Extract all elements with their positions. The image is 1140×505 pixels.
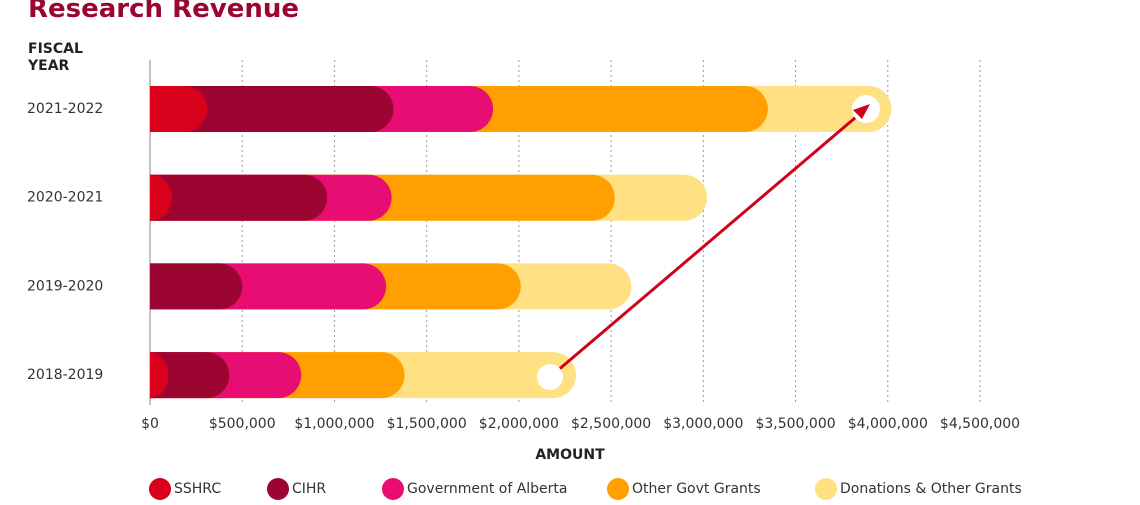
x-tick-label: $2,500,000 bbox=[571, 416, 651, 432]
legend-swatch bbox=[382, 478, 404, 500]
x-axis-title: AMOUNT bbox=[535, 447, 605, 463]
legend-swatch bbox=[149, 478, 171, 500]
labels: $0 $500,000 $1,000,000 $1,500,000 $2,000,000… bbox=[27, 101, 1022, 500]
legend-swatch bbox=[267, 478, 289, 500]
legend-label: CIHR bbox=[292, 481, 326, 497]
y-tick-label: 2020-2021 bbox=[27, 190, 103, 206]
y-tick-label: 2021-2022 bbox=[27, 101, 103, 117]
legend-label: Donations & Other Grants bbox=[840, 481, 1022, 497]
bar-segment bbox=[150, 352, 230, 399]
chart-title: Research Revenue bbox=[28, 0, 299, 24]
legend-swatch bbox=[815, 478, 837, 500]
arrow-start bbox=[537, 364, 563, 390]
legend-label: Government of Alberta bbox=[407, 481, 568, 497]
bar-segment bbox=[150, 174, 173, 221]
x-tick-label: $1,500,000 bbox=[387, 416, 467, 432]
x-tick-label: $4,000,000 bbox=[848, 416, 928, 432]
x-tick-label: $0 bbox=[141, 416, 159, 432]
bars bbox=[150, 86, 892, 399]
x-tick-label: $4,500,000 bbox=[940, 416, 1020, 432]
y-tick-label: 2018-2019 bbox=[27, 367, 103, 383]
bar-segment bbox=[150, 86, 394, 132]
bar-segment bbox=[150, 263, 243, 310]
bar-segment bbox=[150, 86, 208, 132]
x-tick-label: $500,000 bbox=[209, 416, 276, 432]
legend-label: SSHRC bbox=[174, 481, 221, 497]
bar-segment bbox=[150, 352, 169, 399]
x-tick-label: $1,000,000 bbox=[294, 416, 374, 432]
y-tick-label: 2019-2020 bbox=[27, 278, 103, 294]
x-tick-label: $3,000,000 bbox=[663, 416, 743, 432]
arrow-head bbox=[853, 104, 870, 119]
trend-arrow bbox=[537, 95, 880, 390]
y-axis-title: FISCAL YEAR bbox=[28, 41, 83, 74]
x-tick-label: $3,500,000 bbox=[755, 416, 835, 432]
x-tick-label: $2,000,000 bbox=[479, 416, 559, 432]
legend-label: Other Govt Grants bbox=[632, 481, 761, 497]
arrow-line bbox=[549, 110, 863, 379]
legend-swatch bbox=[607, 478, 629, 500]
bar-segment bbox=[150, 174, 328, 221]
